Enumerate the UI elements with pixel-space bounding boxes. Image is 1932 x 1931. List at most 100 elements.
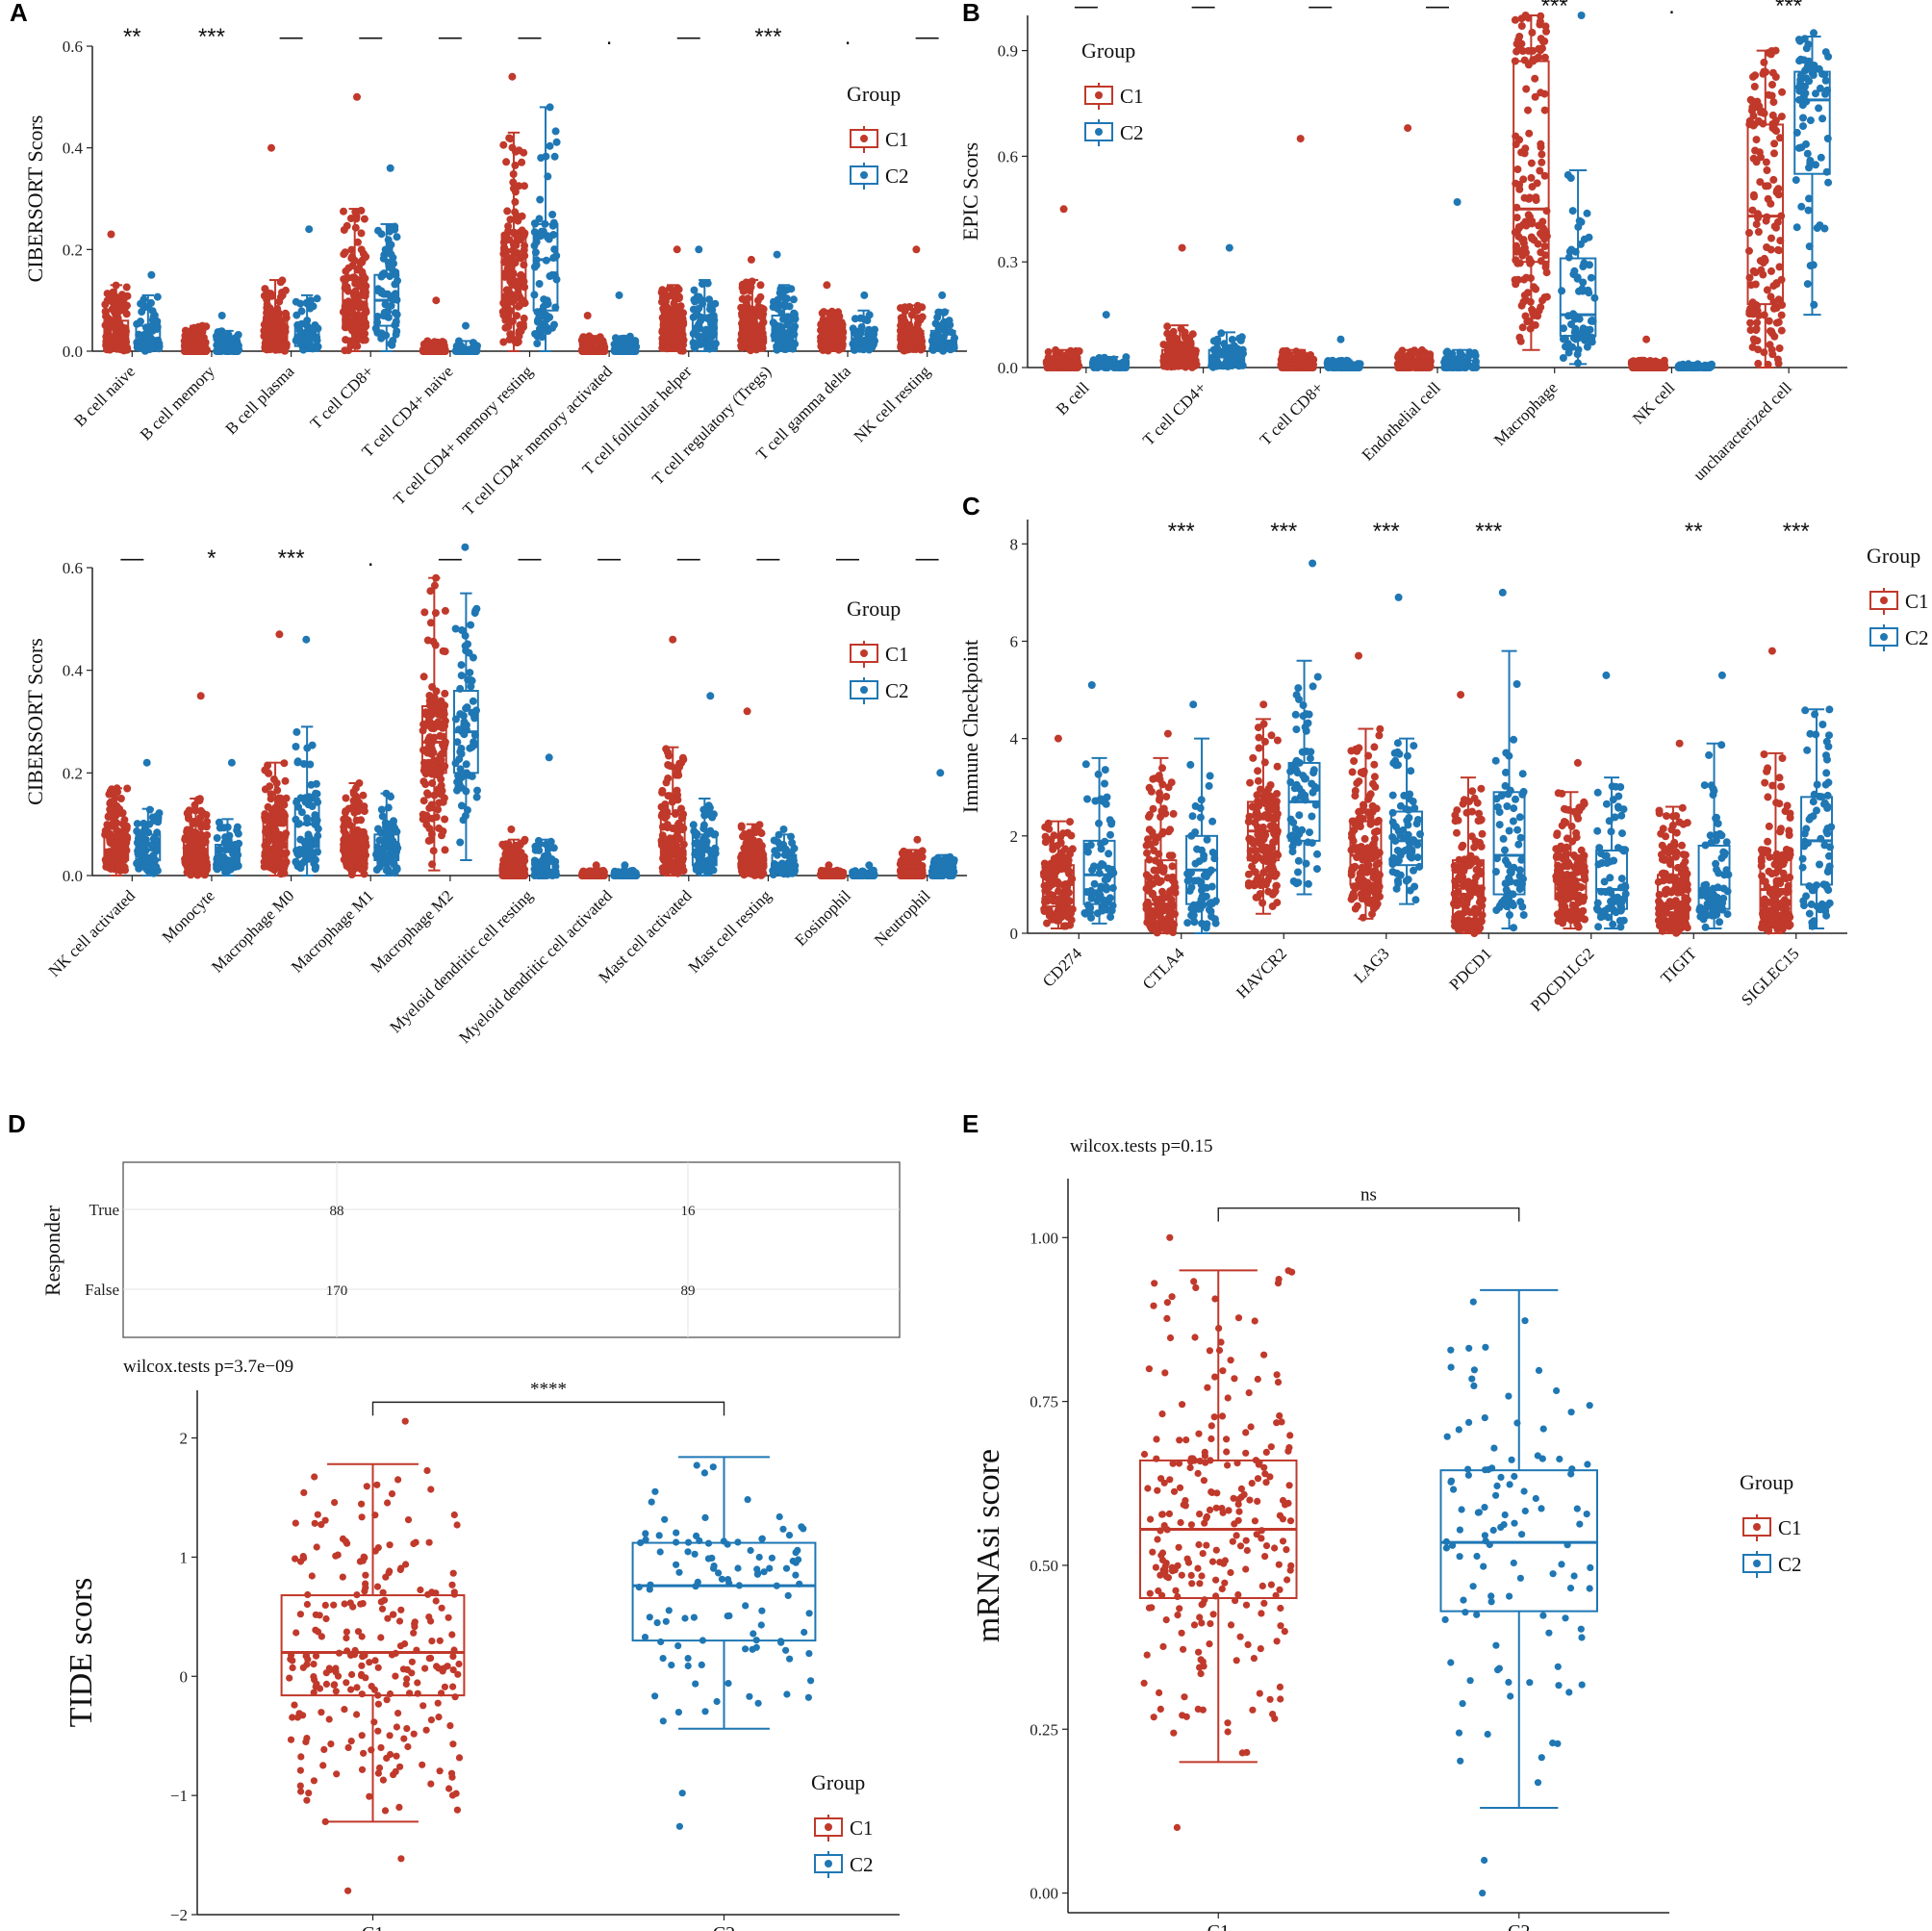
data-point <box>472 604 481 613</box>
data-point <box>441 648 449 656</box>
outlier-point <box>267 143 275 152</box>
data-point <box>429 749 438 757</box>
outlier-point <box>779 826 788 833</box>
data-point <box>101 300 110 309</box>
data-point <box>344 316 353 324</box>
box-iqr <box>262 319 289 347</box>
x-tick-label: Eosinophil <box>791 886 854 950</box>
significance-label: — <box>677 24 700 50</box>
data-point <box>467 621 475 629</box>
outlier-point <box>147 270 156 279</box>
legend-label: C1 <box>885 128 909 151</box>
data-point <box>386 223 394 232</box>
data-point <box>104 337 113 345</box>
box-C1 <box>262 279 289 352</box>
data-point <box>340 226 348 234</box>
x-tick-label: Mast cell resting <box>685 886 775 977</box>
data-point <box>462 760 470 769</box>
data-point <box>196 806 205 815</box>
data-point <box>360 807 369 816</box>
data-point <box>548 211 557 218</box>
data-point <box>382 851 391 860</box>
data-point <box>679 825 688 832</box>
data-point <box>381 300 390 309</box>
outlier-point <box>198 321 207 330</box>
data-point <box>518 253 525 262</box>
outlier-point <box>545 753 553 762</box>
data-point <box>342 815 350 824</box>
data-point <box>441 606 449 615</box>
data-point <box>521 241 529 250</box>
data-point <box>662 778 671 787</box>
data-point <box>201 868 210 877</box>
data-point <box>514 216 522 225</box>
outlier-point <box>747 255 755 264</box>
data-point <box>377 289 386 297</box>
data-point <box>341 248 349 257</box>
data-points-C1 <box>181 692 212 879</box>
data-point <box>213 865 221 874</box>
data-point <box>434 785 443 794</box>
y-tick-label: 0.4 <box>63 140 84 158</box>
legend-title: Group <box>847 82 901 106</box>
data-point <box>530 263 539 271</box>
data-point <box>312 779 320 788</box>
x-tick-label: Myeloid dendritic cell activated <box>455 886 616 1047</box>
box-C2 <box>135 293 162 352</box>
significance-label: . <box>368 546 374 572</box>
significance-label: — <box>677 546 700 572</box>
data-point <box>304 800 313 809</box>
data-point <box>550 152 559 161</box>
data-point <box>505 857 514 866</box>
outlier-point <box>860 291 869 299</box>
data-point <box>213 834 221 842</box>
data-point <box>390 860 398 868</box>
data-point <box>419 746 427 754</box>
x-tick-label: Macrophage M0 <box>208 886 297 976</box>
data-point <box>421 780 430 789</box>
significance-label: . <box>606 24 613 50</box>
data-point <box>272 779 281 787</box>
y-tick-label: 0.6 <box>63 559 83 577</box>
significance-label: . <box>845 24 852 50</box>
significance-label: — <box>916 24 939 50</box>
data-point <box>456 838 465 847</box>
data-point <box>757 842 766 851</box>
data-point <box>470 712 478 721</box>
data-point <box>536 195 545 204</box>
data-point <box>377 828 386 837</box>
data-point <box>261 285 269 293</box>
data-point <box>380 308 389 317</box>
data-point <box>708 313 716 321</box>
data-point <box>658 786 667 795</box>
data-point <box>457 745 466 752</box>
outlier-point <box>592 861 600 870</box>
data-point <box>359 287 368 295</box>
outlier-point <box>912 245 921 254</box>
data-point <box>118 809 127 817</box>
data-point <box>393 311 401 318</box>
data-point <box>425 836 434 845</box>
data-point <box>438 831 445 840</box>
box-C1 <box>183 324 209 352</box>
data-point <box>674 294 683 303</box>
data-point <box>738 319 746 328</box>
data-point <box>502 158 511 166</box>
panel-letter: A <box>10 0 28 27</box>
legend-key-dot <box>860 171 868 179</box>
data-point <box>530 228 539 237</box>
data-point <box>694 295 702 304</box>
data-point <box>419 720 428 728</box>
outlier-point <box>461 543 470 551</box>
data-point <box>309 302 318 311</box>
data-point <box>260 292 268 300</box>
data-point <box>362 252 370 261</box>
data-point <box>521 182 528 191</box>
data-point <box>661 800 670 808</box>
data-point <box>695 304 703 313</box>
data-point <box>280 759 289 768</box>
significance-label: — <box>756 546 779 572</box>
data-point <box>737 342 746 350</box>
data-point <box>753 296 762 305</box>
